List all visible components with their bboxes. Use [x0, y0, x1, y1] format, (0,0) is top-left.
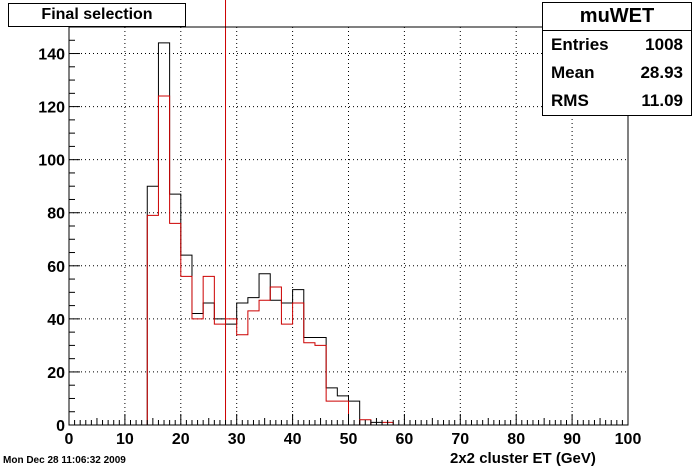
stats-value: 11.09	[641, 91, 683, 110]
x-tick-label: 80	[507, 431, 525, 448]
stats-value: 28.93	[640, 63, 683, 82]
timestamp: Mon Dec 28 11:06:32 2009	[3, 455, 126, 466]
histogram-title: Final selection	[8, 3, 186, 27]
y-tick-label: 140	[38, 47, 65, 64]
x-axis-title: 2x2 cluster ET (GeV)	[450, 450, 596, 467]
axis-ticks: 0 10 20 30 40 50 60 70 80 90 100 0 20 40 60 80 100 120 140	[38, 26, 642, 448]
stats-row-mean: Mean 28.93	[543, 59, 691, 87]
x-tick-label: 20	[172, 431, 190, 448]
stats-box: muWET Entries 1008 Mean 28.93 RMS 11.09	[542, 2, 692, 116]
stats-label: Entries	[551, 35, 609, 54]
x-tick-label: 10	[116, 431, 134, 448]
x-tick-label: 0	[65, 431, 74, 448]
x-tick-label: 30	[228, 431, 246, 448]
y-tick-label: 20	[47, 365, 65, 382]
x-tick-label: 60	[396, 431, 414, 448]
x-tick-label: 50	[340, 431, 358, 448]
y-tick-label: 40	[47, 312, 65, 329]
stats-label: RMS	[551, 91, 589, 110]
x-tick-label: 100	[615, 431, 642, 448]
stats-value: 1008	[645, 35, 683, 54]
x-tick-label: 90	[563, 431, 581, 448]
stats-row-entries: Entries 1008	[543, 31, 691, 59]
y-tick-label: 0	[56, 418, 65, 435]
y-tick-label: 60	[47, 259, 65, 276]
stats-row-rms: RMS 11.09	[543, 87, 691, 115]
stats-name: muWET	[543, 3, 691, 31]
x-tick-label: 40	[284, 431, 302, 448]
x-tick-label: 70	[451, 431, 469, 448]
y-tick-label: 100	[38, 153, 65, 170]
stats-label: Mean	[551, 63, 595, 82]
y-tick-label: 120	[38, 100, 65, 117]
y-tick-label: 80	[47, 206, 65, 223]
